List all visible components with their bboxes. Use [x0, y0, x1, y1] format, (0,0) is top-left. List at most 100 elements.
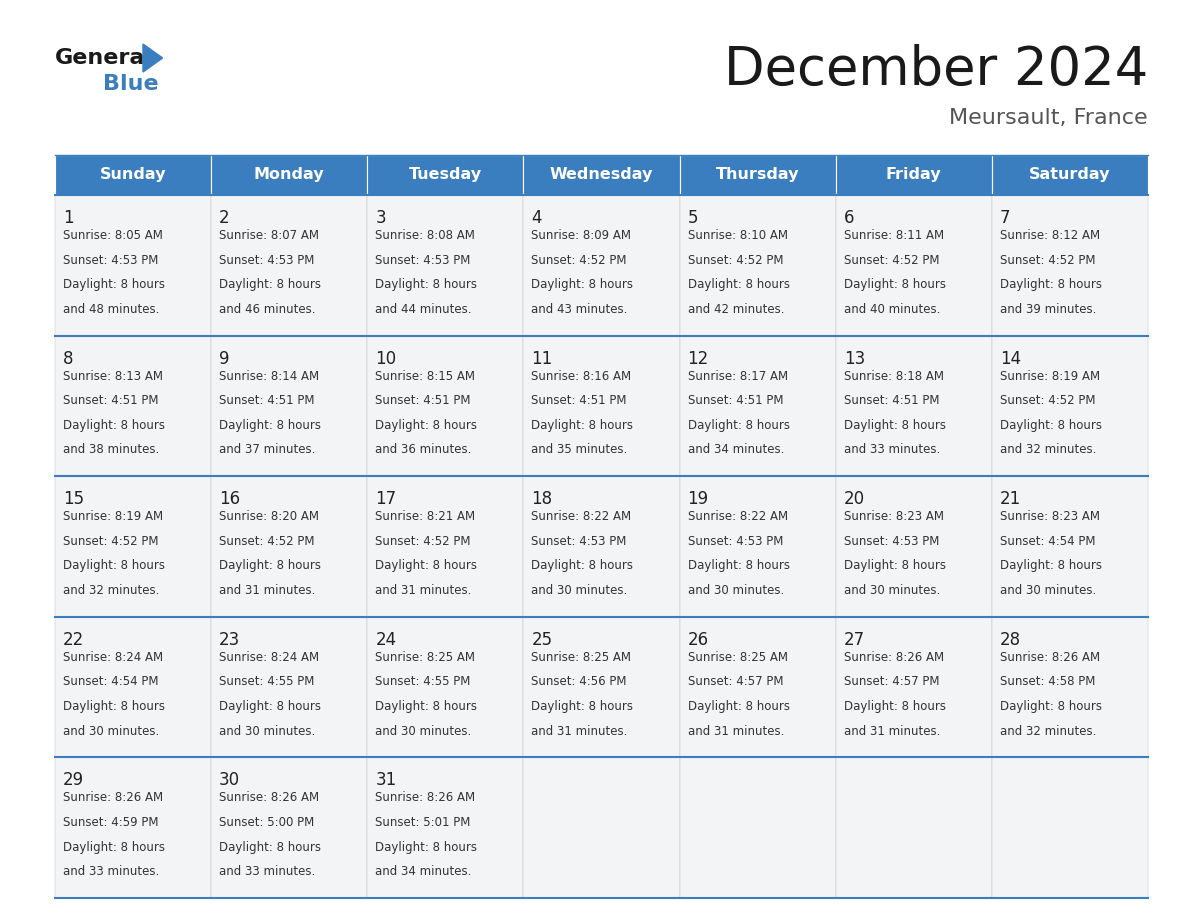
Text: and 44 minutes.: and 44 minutes.	[375, 303, 472, 316]
Text: and 33 minutes.: and 33 minutes.	[219, 865, 315, 879]
Text: Daylight: 8 hours: Daylight: 8 hours	[843, 419, 946, 431]
Text: and 32 minutes.: and 32 minutes.	[1000, 724, 1097, 738]
Text: and 30 minutes.: and 30 minutes.	[219, 724, 315, 738]
Text: 11: 11	[531, 350, 552, 367]
Text: Sunset: 4:56 PM: Sunset: 4:56 PM	[531, 676, 627, 688]
Text: Sunrise: 8:19 AM: Sunrise: 8:19 AM	[1000, 370, 1100, 383]
Text: Sunset: 4:51 PM: Sunset: 4:51 PM	[843, 394, 940, 408]
Text: Daylight: 8 hours: Daylight: 8 hours	[843, 700, 946, 713]
Text: Sunrise: 8:25 AM: Sunrise: 8:25 AM	[375, 651, 475, 664]
Text: and 35 minutes.: and 35 minutes.	[531, 443, 627, 456]
Text: Sunrise: 8:25 AM: Sunrise: 8:25 AM	[688, 651, 788, 664]
Text: Daylight: 8 hours: Daylight: 8 hours	[1000, 419, 1101, 431]
Bar	[992, 336, 1148, 476]
Text: and 39 minutes.: and 39 minutes.	[1000, 303, 1097, 316]
Text: Sunset: 4:51 PM: Sunset: 4:51 PM	[375, 394, 470, 408]
Text: and 30 minutes.: and 30 minutes.	[1000, 584, 1097, 597]
Text: and 30 minutes.: and 30 minutes.	[531, 584, 627, 597]
Text: and 31 minutes.: and 31 minutes.	[688, 724, 784, 738]
Text: Sunrise: 8:05 AM: Sunrise: 8:05 AM	[63, 229, 163, 242]
Text: Sunset: 4:52 PM: Sunset: 4:52 PM	[1000, 394, 1095, 408]
Text: and 30 minutes.: and 30 minutes.	[63, 724, 159, 738]
Text: 2: 2	[219, 209, 229, 227]
Text: Daylight: 8 hours: Daylight: 8 hours	[63, 559, 165, 573]
Text: and 48 minutes.: and 48 minutes.	[63, 303, 159, 316]
Text: Sunrise: 8:17 AM: Sunrise: 8:17 AM	[688, 370, 788, 383]
Text: 8: 8	[63, 350, 74, 367]
Text: Sunrise: 8:19 AM: Sunrise: 8:19 AM	[63, 510, 163, 523]
Text: Daylight: 8 hours: Daylight: 8 hours	[63, 278, 165, 291]
Bar	[524, 617, 680, 757]
Text: Sunrise: 8:26 AM: Sunrise: 8:26 AM	[1000, 651, 1100, 664]
Text: 28: 28	[1000, 631, 1020, 649]
Bar	[211, 757, 367, 898]
Bar	[524, 195, 680, 336]
Text: Sunrise: 8:07 AM: Sunrise: 8:07 AM	[219, 229, 320, 242]
Text: Sunrise: 8:22 AM: Sunrise: 8:22 AM	[531, 510, 632, 523]
Text: Daylight: 8 hours: Daylight: 8 hours	[375, 700, 478, 713]
Text: 7: 7	[1000, 209, 1010, 227]
Text: Sunset: 4:52 PM: Sunset: 4:52 PM	[219, 535, 315, 548]
Text: Saturday: Saturday	[1029, 167, 1111, 183]
Bar	[835, 757, 992, 898]
Text: Sunrise: 8:16 AM: Sunrise: 8:16 AM	[531, 370, 632, 383]
Text: Sunrise: 8:10 AM: Sunrise: 8:10 AM	[688, 229, 788, 242]
Text: Sunset: 5:01 PM: Sunset: 5:01 PM	[375, 816, 470, 829]
Text: Sunset: 4:55 PM: Sunset: 4:55 PM	[219, 676, 315, 688]
Text: and 38 minutes.: and 38 minutes.	[63, 443, 159, 456]
Text: Sunset: 4:53 PM: Sunset: 4:53 PM	[843, 535, 939, 548]
Text: Sunset: 4:58 PM: Sunset: 4:58 PM	[1000, 676, 1095, 688]
Text: Sunrise: 8:20 AM: Sunrise: 8:20 AM	[219, 510, 320, 523]
Bar	[367, 155, 524, 195]
Text: and 34 minutes.: and 34 minutes.	[375, 865, 472, 879]
Text: Daylight: 8 hours: Daylight: 8 hours	[219, 700, 321, 713]
Text: Sunset: 4:51 PM: Sunset: 4:51 PM	[688, 394, 783, 408]
Text: Sunday: Sunday	[100, 167, 166, 183]
Text: 22: 22	[63, 631, 84, 649]
Text: 9: 9	[219, 350, 229, 367]
Text: and 42 minutes.: and 42 minutes.	[688, 303, 784, 316]
Text: Daylight: 8 hours: Daylight: 8 hours	[375, 419, 478, 431]
Bar	[55, 155, 211, 195]
Bar	[367, 757, 524, 898]
Bar	[55, 617, 211, 757]
Text: Sunset: 4:53 PM: Sunset: 4:53 PM	[63, 253, 158, 266]
Bar	[835, 617, 992, 757]
Text: 18: 18	[531, 490, 552, 509]
Text: and 31 minutes.: and 31 minutes.	[531, 724, 627, 738]
Text: Sunrise: 8:14 AM: Sunrise: 8:14 AM	[219, 370, 320, 383]
Text: and 46 minutes.: and 46 minutes.	[219, 303, 316, 316]
Text: 15: 15	[63, 490, 84, 509]
Text: Daylight: 8 hours: Daylight: 8 hours	[843, 278, 946, 291]
Text: 10: 10	[375, 350, 397, 367]
Text: and 32 minutes.: and 32 minutes.	[1000, 443, 1097, 456]
Text: Sunrise: 8:18 AM: Sunrise: 8:18 AM	[843, 370, 943, 383]
Text: Sunset: 4:52 PM: Sunset: 4:52 PM	[63, 535, 158, 548]
Text: Sunset: 4:59 PM: Sunset: 4:59 PM	[63, 816, 158, 829]
Bar	[835, 336, 992, 476]
Text: Sunset: 4:53 PM: Sunset: 4:53 PM	[219, 253, 315, 266]
Text: Sunset: 4:52 PM: Sunset: 4:52 PM	[1000, 253, 1095, 266]
Text: Sunrise: 8:21 AM: Sunrise: 8:21 AM	[375, 510, 475, 523]
Bar	[211, 476, 367, 617]
Text: 1: 1	[63, 209, 74, 227]
Text: and 30 minutes.: and 30 minutes.	[375, 724, 472, 738]
Text: Sunrise: 8:26 AM: Sunrise: 8:26 AM	[63, 791, 163, 804]
Text: Daylight: 8 hours: Daylight: 8 hours	[688, 278, 790, 291]
Text: Thursday: Thursday	[716, 167, 800, 183]
Text: 5: 5	[688, 209, 699, 227]
Text: 24: 24	[375, 631, 397, 649]
Text: 12: 12	[688, 350, 709, 367]
Bar	[524, 336, 680, 476]
Text: Daylight: 8 hours: Daylight: 8 hours	[63, 700, 165, 713]
Text: Daylight: 8 hours: Daylight: 8 hours	[531, 278, 633, 291]
Text: Daylight: 8 hours: Daylight: 8 hours	[375, 559, 478, 573]
Text: Daylight: 8 hours: Daylight: 8 hours	[375, 841, 478, 854]
Text: Daylight: 8 hours: Daylight: 8 hours	[219, 559, 321, 573]
Text: Sunset: 4:53 PM: Sunset: 4:53 PM	[375, 253, 470, 266]
Text: Sunrise: 8:23 AM: Sunrise: 8:23 AM	[843, 510, 943, 523]
Text: and 40 minutes.: and 40 minutes.	[843, 303, 940, 316]
Bar	[680, 757, 835, 898]
Text: Daylight: 8 hours: Daylight: 8 hours	[531, 700, 633, 713]
Bar	[524, 476, 680, 617]
